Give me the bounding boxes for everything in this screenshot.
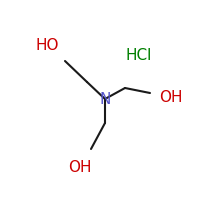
Text: HO: HO — [35, 38, 59, 53]
Text: OH: OH — [68, 160, 92, 174]
Text: N: N — [99, 92, 111, 106]
Text: OH: OH — [159, 90, 183, 106]
Text: HCl: HCl — [126, 47, 152, 62]
